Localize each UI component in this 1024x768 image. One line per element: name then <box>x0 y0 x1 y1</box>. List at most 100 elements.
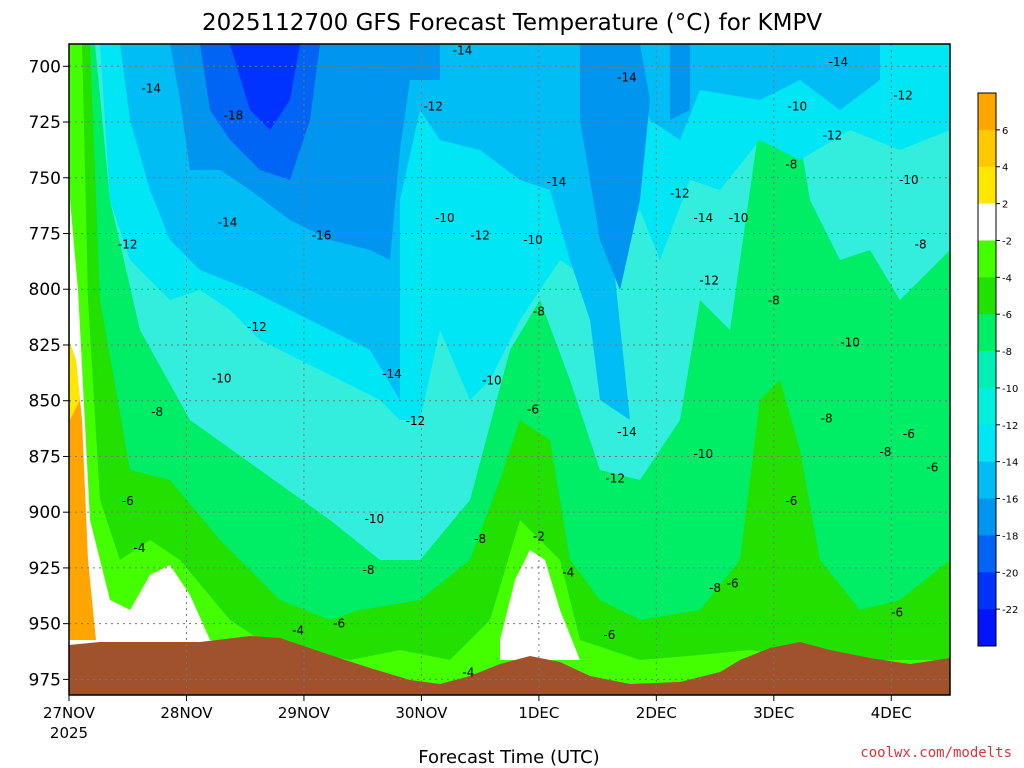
y-axis: 700 725 750 775 800 825 850 875 900 925 950 975 <box>29 57 69 690</box>
y-tick-label: 850 <box>29 392 61 412</box>
colorbar-swatch <box>978 572 996 610</box>
contour-label: -8 <box>879 445 891 459</box>
contour-label: -8 <box>821 412 833 426</box>
temperature-fill <box>69 44 950 695</box>
colorbar-label: -16 <box>1002 495 1018 506</box>
x-year-label: 2025 <box>50 724 88 742</box>
colorbar-label: 6 <box>1002 126 1008 137</box>
contour-label: -10 <box>840 336 860 350</box>
contour-label: -8 <box>915 238 927 252</box>
contour-label: -8 <box>785 157 797 171</box>
contour-label: -12 <box>823 128 843 142</box>
contour-label: -10 <box>482 374 502 388</box>
colorbar-label: 2 <box>1002 200 1008 211</box>
x-tick-label: 2DEC <box>636 704 677 722</box>
colorbar-frame <box>977 92 997 647</box>
x-tick-label: 1DEC <box>518 704 559 722</box>
colorbar-swatch <box>978 498 996 536</box>
contour-label: -12 <box>699 273 719 287</box>
contour-label: -6 <box>727 577 739 591</box>
contour-label: -12 <box>423 99 443 113</box>
colorbar-label: -4 <box>1002 273 1012 284</box>
colorbar-swatch <box>978 203 996 241</box>
contour-label: -10 <box>212 371 232 385</box>
y-tick-label: 800 <box>29 280 61 300</box>
colorbar-label: -18 <box>1002 531 1018 542</box>
colorbar-swatch <box>978 535 996 573</box>
contour-label: -14 <box>617 70 637 84</box>
contour-label: -6 <box>891 606 903 620</box>
contour-label: -12 <box>118 238 138 252</box>
contour-label: -4 <box>292 623 304 637</box>
colorbar-label: -8 <box>1002 347 1012 358</box>
x-axis: 27NOV 28NOV 29NOV 30NOV 1DEC 2DEC 3DEC 4DEC 2025 <box>43 695 912 742</box>
contour-label: -14 <box>141 82 161 96</box>
colorbar-swatch <box>978 461 996 500</box>
colorbar-label: -20 <box>1002 568 1018 579</box>
contour-labels: -14 -18 -14 -14 -14 -12 -10 -12 -12 -14 -12 -10 -8 -1… <box>118 44 938 680</box>
contour-label: -14 <box>453 44 473 58</box>
x-tick-label: 4DEC <box>871 704 912 722</box>
y-tick-label: 825 <box>29 336 61 356</box>
contour-label: -14 <box>218 215 238 229</box>
colorbar-swatch <box>978 93 996 131</box>
contour-label: -10 <box>729 211 749 225</box>
colorbar-swatch <box>978 277 996 315</box>
contour-label: -8 <box>533 305 545 319</box>
contour-label: -12 <box>605 472 625 486</box>
colorbar-label: -6 <box>1002 310 1012 321</box>
contour-label: -6 <box>603 628 615 642</box>
colorbar-label: 4 <box>1002 163 1008 174</box>
credit-link[interactable]: coolwx.com/modelts <box>860 745 1012 761</box>
colorbar-label: -12 <box>1002 421 1018 432</box>
band-minus20 <box>230 44 300 130</box>
colorbar-label: -10 <box>1002 384 1018 395</box>
contour-label: -6 <box>333 617 345 631</box>
colorbar: 6 4 2 -2 -4 -6 -8 -10 -12 -14 -16 -18 -20 -22 <box>977 92 1018 647</box>
y-tick-label: 875 <box>29 447 61 467</box>
band-yellow <box>69 340 80 420</box>
contour-label: -18 <box>224 108 244 122</box>
colorbar-label: -22 <box>1002 605 1018 616</box>
contour-label: -12 <box>247 320 267 334</box>
contour-label: -8 <box>709 581 721 595</box>
colorbar-swatch <box>978 166 996 205</box>
y-tick-label: 750 <box>29 169 61 189</box>
contour-label: -4 <box>462 666 474 680</box>
contour-label: -6 <box>785 494 797 508</box>
band-warm <box>69 340 96 640</box>
band-minus8 <box>69 44 950 695</box>
x-tick-label: 29NOV <box>278 704 331 722</box>
contour-label: -2 <box>533 530 545 544</box>
contour-label: -14 <box>694 211 714 225</box>
colorbar-swatch <box>978 314 996 352</box>
y-tick-label: 725 <box>29 113 61 133</box>
contour-label: -14 <box>547 175 567 189</box>
y-tick-label: 775 <box>29 225 61 245</box>
contour-label: -10 <box>523 233 543 247</box>
contour-label: -10 <box>899 173 919 187</box>
contour-label: -6 <box>926 461 938 475</box>
y-tick-label: 925 <box>29 559 61 579</box>
y-tick-label: 975 <box>29 670 61 690</box>
contour-label: -6 <box>903 427 915 441</box>
y-tick-label: 900 <box>29 503 61 523</box>
x-axis-label: Forecast Time (UTC) <box>418 747 599 768</box>
contour-label: -8 <box>151 405 163 419</box>
x-tick-label: 27NOV <box>43 704 96 722</box>
contour-label: -12 <box>670 186 690 200</box>
contour-label: -10 <box>694 447 714 461</box>
colorbar-label: -14 <box>1002 458 1018 469</box>
contour-label: -14 <box>617 425 637 439</box>
colorbar-swatch <box>978 129 996 168</box>
contour-label: -10 <box>365 512 385 526</box>
contour-label: -8 <box>768 293 780 307</box>
contour-label: -12 <box>406 414 426 428</box>
contour-label: -14 <box>382 367 402 381</box>
contour-label: -12 <box>470 229 490 243</box>
y-tick-label: 950 <box>29 615 61 635</box>
contour-label: -8 <box>474 532 486 546</box>
chart-title: 2025112700 GFS Forecast Temperature (°C)… <box>202 10 822 36</box>
colorbar-swatch <box>978 351 996 389</box>
